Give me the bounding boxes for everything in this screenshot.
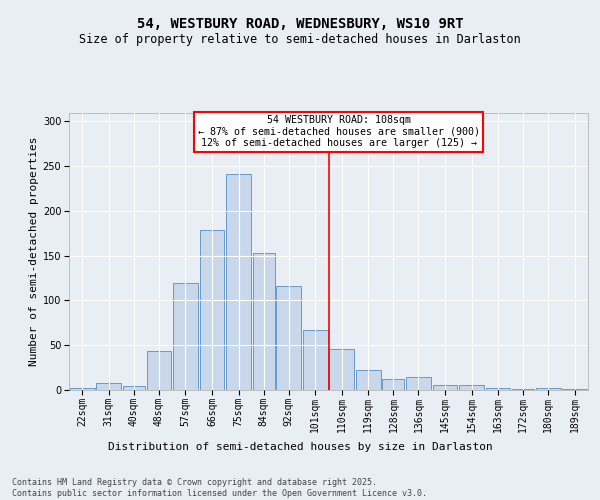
- Bar: [459, 384, 484, 390]
- Bar: [512, 389, 534, 390]
- Bar: [536, 388, 560, 390]
- Bar: [146, 350, 172, 390]
- Bar: [433, 384, 457, 390]
- Text: 54 WESTBURY ROAD: 108sqm
← 87% of semi-detached houses are smaller (900)
12% of : 54 WESTBURY ROAD: 108sqm ← 87% of semi-d…: [198, 116, 480, 148]
- Bar: [303, 330, 328, 390]
- Y-axis label: Number of semi-detached properties: Number of semi-detached properties: [29, 136, 38, 366]
- Bar: [70, 388, 95, 390]
- Bar: [200, 230, 224, 390]
- Bar: [329, 349, 354, 390]
- Text: Contains HM Land Registry data © Crown copyright and database right 2025.
Contai: Contains HM Land Registry data © Crown c…: [12, 478, 427, 498]
- Bar: [97, 383, 121, 390]
- Bar: [123, 386, 145, 390]
- Bar: [173, 282, 198, 390]
- Bar: [562, 389, 587, 390]
- Bar: [406, 378, 431, 390]
- Bar: [253, 253, 275, 390]
- Text: Size of property relative to semi-detached houses in Darlaston: Size of property relative to semi-detach…: [79, 32, 521, 46]
- Bar: [485, 388, 511, 390]
- Text: 54, WESTBURY ROAD, WEDNESBURY, WS10 9RT: 54, WESTBURY ROAD, WEDNESBURY, WS10 9RT: [137, 18, 463, 32]
- Text: Distribution of semi-detached houses by size in Darlaston: Distribution of semi-detached houses by …: [107, 442, 493, 452]
- Bar: [226, 174, 251, 390]
- Bar: [382, 380, 404, 390]
- Bar: [356, 370, 380, 390]
- Bar: [277, 286, 301, 390]
